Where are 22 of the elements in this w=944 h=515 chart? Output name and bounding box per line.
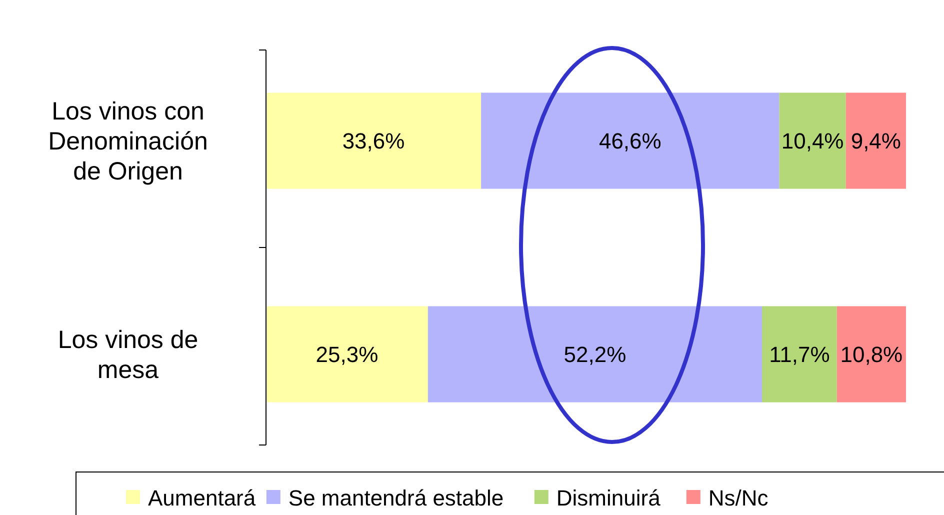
legend-label: Disminuirá	[556, 486, 662, 511]
bar	[836, 306, 906, 402]
data-label: 52,2%	[564, 342, 626, 367]
bar	[266, 306, 428, 402]
data-label: 9,4%	[850, 128, 901, 154]
data-label: 10,4%	[781, 128, 844, 154]
data-label: 25,3%	[316, 342, 378, 367]
data-label: 46,6%	[598, 128, 662, 154]
bar	[481, 92, 780, 189]
bar	[779, 92, 846, 189]
bar	[762, 306, 837, 402]
data-label: 11,7%	[769, 342, 830, 367]
legend-label: Se mantendrá estable	[288, 486, 504, 511]
bar	[428, 306, 762, 402]
bar	[266, 92, 482, 189]
legend-label: Ns/Nc	[708, 486, 768, 511]
y-tick-label: Los vinos con Denominación de Origen	[48, 97, 208, 186]
data-label: 10,8%	[840, 342, 903, 367]
bar	[846, 92, 906, 189]
data-label: 33,6%	[342, 128, 405, 154]
legend-label: Aumentará	[148, 486, 256, 511]
y-tick-label: Los vinos de mesa	[58, 326, 198, 384]
